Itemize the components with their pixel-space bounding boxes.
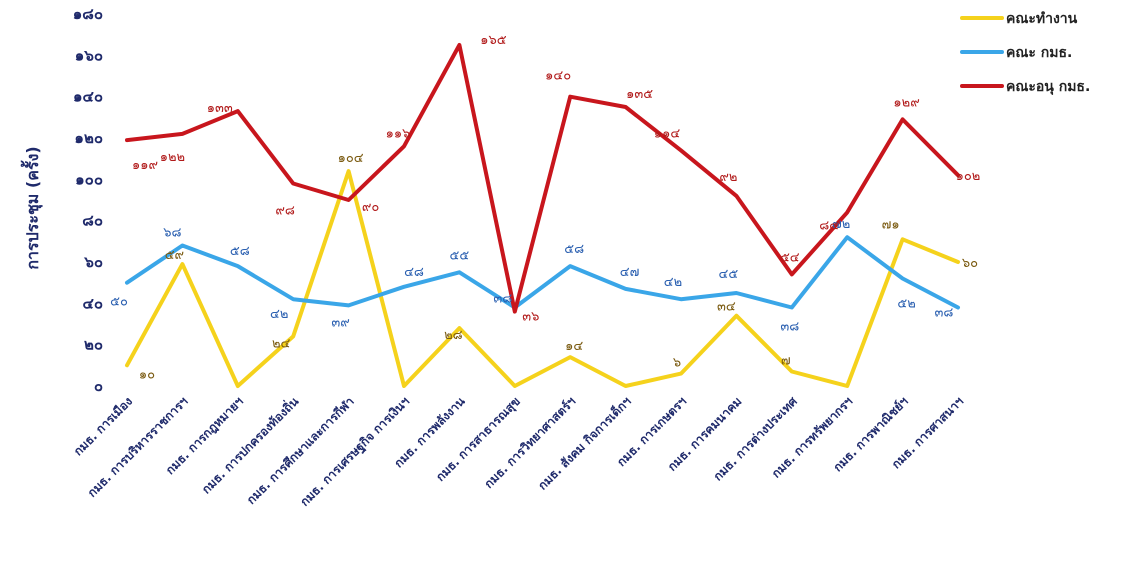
data-label-subcommittee: ๑๐๒ [956, 169, 981, 184]
data-label-committee: ๕๕ [450, 248, 470, 263]
data-label-committee: ๕๘ [230, 244, 250, 259]
data-label-committee: ๔๒ [270, 307, 288, 322]
data-label-committee: ๕๒ [897, 297, 915, 312]
data-label-subcommittee: ๑๑๙ [132, 158, 158, 173]
data-label-committee: ๔๗ [620, 265, 640, 280]
data-label-committee: ๖๘ [163, 225, 181, 240]
data-label-subcommittee: ๑๑๔ [654, 126, 681, 141]
data-label-committee: ๕๐ [110, 295, 128, 310]
data-label-working-group: ๖๐ [962, 256, 978, 271]
data-label-subcommittee: ๑๑๖ [386, 126, 411, 141]
data-label-subcommittee: ๑๖๕ [480, 33, 507, 48]
x-tick-label: กมธ. การเศรษฐกิจ การเงินฯ [297, 394, 413, 510]
data-label-committee: ๔๘ [404, 265, 424, 280]
data-label-committee: ๕๘ [564, 242, 584, 257]
series-line-subcommittee [125, 43, 960, 314]
y-tick-label: ๑๖๐ [75, 46, 103, 64]
y-tick-label: ๑๒๐ [74, 129, 103, 147]
data-label-subcommittee: ๑๓๓ [207, 101, 233, 116]
y-tick-label: ๔๐ [82, 294, 103, 312]
data-label-working-group: ๕๙ [165, 248, 184, 263]
data-label-working-group: ๓๔ [717, 300, 736, 315]
data-label-working-group: ๗ [781, 354, 791, 369]
y-tick-label: ๐ [94, 377, 103, 395]
y-axis: ๐ ๒๐ ๔๐ ๖๐ ๘๐ ๑๐๐ ๑๒๐ ๑๔๐ ๑๖๐ ๑๘๐ [73, 5, 103, 395]
x-tick-label: กมธ. การบริหารราชการฯ [85, 394, 191, 500]
data-label-committee: ๓๙ [331, 315, 349, 330]
data-label-committee: ๓๘ [780, 319, 799, 334]
data-label-working-group: ๗๑ [882, 217, 900, 232]
series-line-working-group [125, 169, 960, 388]
data-label-committee: ๔๕ [719, 267, 739, 282]
x-tick-label: กมธ. สังคม กิจการเด็กฯ [535, 393, 634, 492]
data-label-working-group: ๖ [673, 356, 681, 371]
data-label-subcommittee: ๓๖ [522, 310, 539, 325]
series-line-committee [125, 235, 960, 310]
legend-label-subcommittee: คณะอนุ กมธ. [1006, 79, 1090, 95]
y-tick-label: ๘๐ [82, 212, 103, 230]
data-label-subcommittee: ๕๔ [780, 250, 800, 265]
data-label-committee: ๓๘ [493, 291, 512, 306]
x-tick-label: กมธ. การปกครองท้องถิ่น [198, 392, 302, 496]
data-label-subcommittee: ๑๒๒ [160, 150, 185, 165]
legend-label-working-group: คณะทำงาน [1006, 11, 1078, 27]
data-label-subcommittee: ๑๓๕ [626, 87, 653, 102]
data-label-working-group: ๑๐ [139, 367, 155, 382]
series-lines [125, 43, 960, 388]
data-label-subcommittee: ๙๒ [719, 170, 737, 185]
y-tick-label: ๖๐ [83, 253, 103, 271]
data-label-subcommittee: ๘๔ [819, 218, 839, 233]
data-label-subcommittee: ๙๐ [362, 200, 380, 215]
data-label-working-group: ๒๔ [272, 336, 291, 351]
x-tick-label: กมธ. การศึกษาและการกีฬา [244, 394, 357, 507]
y-tick-label: ๒๐ [84, 336, 103, 354]
y-tick-label: ๑๐๐ [75, 170, 103, 188]
y-tick-label: ๑๔๐ [73, 88, 103, 106]
y-tick-label: ๑๘๐ [73, 5, 103, 23]
x-tick-label: กมธ. การวิทยาศาสตร์ฯ [482, 394, 579, 491]
data-label-committee: ๓๘ [935, 305, 954, 320]
data-label-subcommittee: ๑๔๐ [545, 69, 571, 84]
data-label-working-group: ๑๔ [565, 339, 583, 354]
data-label-working-group: ๒๘ [444, 328, 463, 343]
data-label-committee: ๗๒ [832, 217, 850, 232]
data-label-working-group: ๑๐๔ [338, 151, 364, 166]
data-label-committee: ๔๒ [664, 275, 682, 290]
legend-label-committee: คณะ กมธ. [1006, 45, 1072, 61]
data-label-subcommittee: ๙๘ [275, 203, 295, 218]
y-axis-label: การประชุม (ครั้ง) [20, 146, 43, 269]
data-label-subcommittee: ๑๒๙ [893, 95, 919, 110]
